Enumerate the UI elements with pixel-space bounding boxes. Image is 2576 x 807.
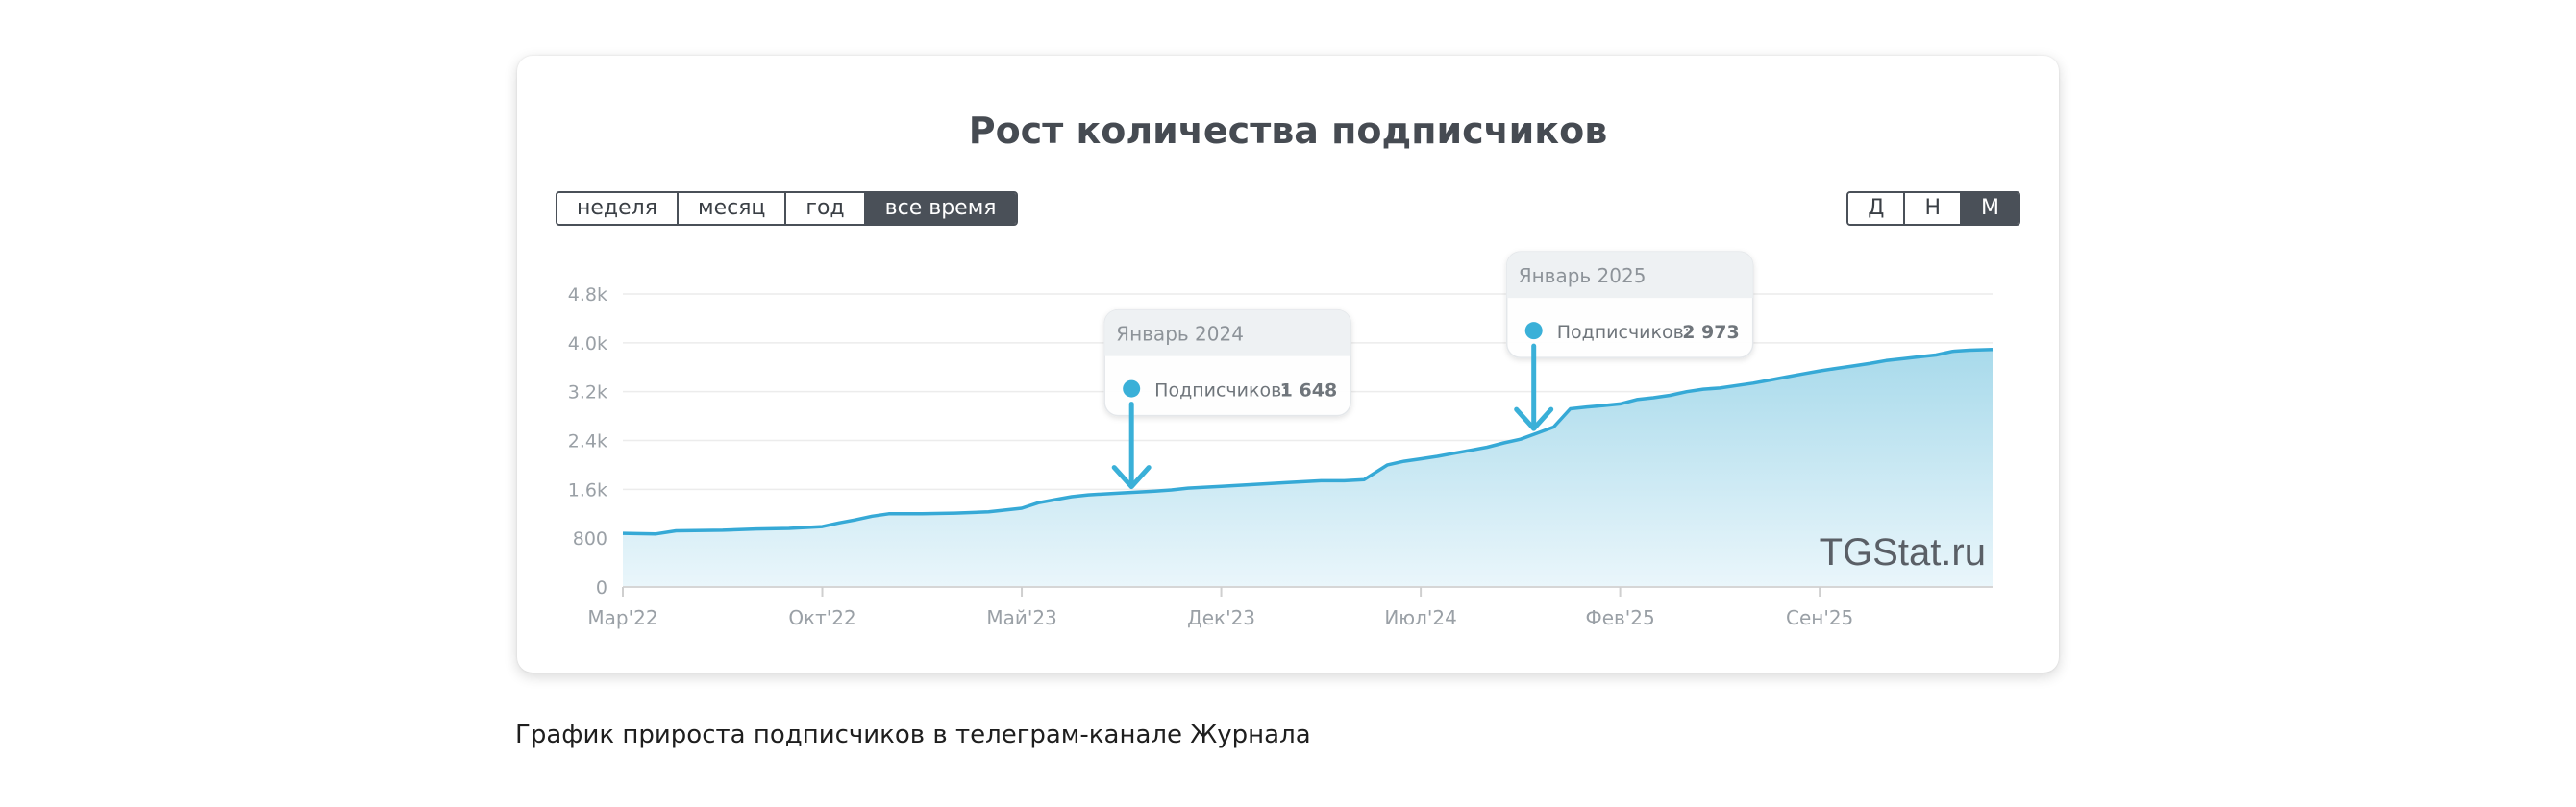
y-tick-label: 4.0k: [568, 333, 607, 355]
tooltip-value: 1 648: [1280, 380, 1338, 402]
tooltip-header: [1104, 309, 1351, 356]
granularity-month-button[interactable]: М: [1960, 193, 2019, 224]
granularity-week-button[interactable]: Н: [1903, 193, 1961, 224]
figure-caption: График прироста подписчиков в телеграм-к…: [515, 721, 1311, 749]
arrow-head-icon: [1111, 465, 1152, 490]
x-tick-label: Сен'25: [1786, 606, 1853, 629]
granularity-day-button[interactable]: Д: [1848, 193, 1904, 224]
period-selector: неделя месяц год все время: [556, 191, 1018, 226]
x-tick-label: Май'23: [986, 606, 1056, 629]
y-tick-label: 4.8k: [568, 284, 607, 306]
y-tick-label: 2.4k: [568, 431, 607, 452]
x-tick-label: Июл'24: [1384, 606, 1457, 629]
watermark-text: TGStat.ru: [1820, 531, 1986, 574]
tooltip-title: Январь 2024: [1116, 323, 1244, 346]
series-area-fill: [623, 349, 1993, 587]
subscribers-chart: Мар'22 Окт'22 Май'23 Дек'23 Июл'24 Фев'25 Сен'…: [568, 251, 1994, 629]
x-tick-label: Фев'25: [1585, 606, 1654, 629]
granularity-selector: Д Н М: [1846, 191, 2020, 226]
x-tick-label: Дек'23: [1187, 606, 1255, 629]
tooltip-label: Подписчиков:: [1557, 322, 1691, 343]
tooltip-header: [1506, 252, 1753, 299]
tooltip-title: Январь 2025: [1519, 264, 1647, 287]
period-month-button[interactable]: месяц: [676, 193, 785, 224]
x-tick-label: Мар'22: [587, 606, 657, 629]
y-tick-label: 0: [596, 577, 607, 599]
y-tick-label: 1.6k: [568, 479, 607, 501]
period-year-button[interactable]: год: [784, 193, 864, 224]
x-tick-label: Окт'22: [788, 606, 855, 629]
tooltip-marker: [1524, 322, 1543, 340]
tooltip-marker: [1123, 379, 1141, 398]
tooltip: Январь 2025 Подписчиков:2 973: [1505, 251, 1754, 431]
chart-card: Рост количества подписчиков неделя месяц…: [517, 56, 2059, 672]
chart-title: Рост количества подписчиков: [968, 110, 1608, 152]
period-week-button[interactable]: неделя: [557, 193, 677, 224]
y-tick-label: 800: [573, 528, 607, 550]
series-line: [622, 348, 1994, 536]
tooltip: Январь 2024 Подписчиков:1 648: [1103, 308, 1351, 490]
period-all-time-button[interactable]: все время: [863, 193, 1016, 224]
tooltip-value: 2 973: [1682, 322, 1740, 343]
y-tick-label: 3.2k: [568, 382, 607, 404]
arrow-head-icon: [1514, 406, 1554, 431]
tooltip-label: Подписчиков:: [1154, 380, 1288, 402]
